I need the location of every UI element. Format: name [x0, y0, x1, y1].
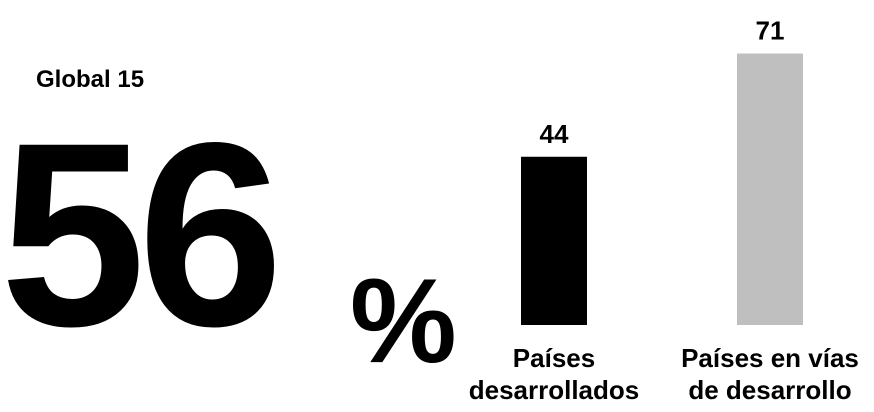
category-label: Países en vías de desarrollo: [681, 343, 859, 405]
value-label: 44: [540, 119, 569, 149]
stat-label: Global 15: [36, 66, 144, 93]
bar: [521, 156, 587, 325]
value-label: 71: [756, 16, 785, 46]
bar: [737, 53, 803, 325]
stat-value: 56: [0, 88, 277, 381]
stat-unit: %: [350, 254, 457, 388]
category-label: Países desarrollados: [468, 343, 640, 405]
